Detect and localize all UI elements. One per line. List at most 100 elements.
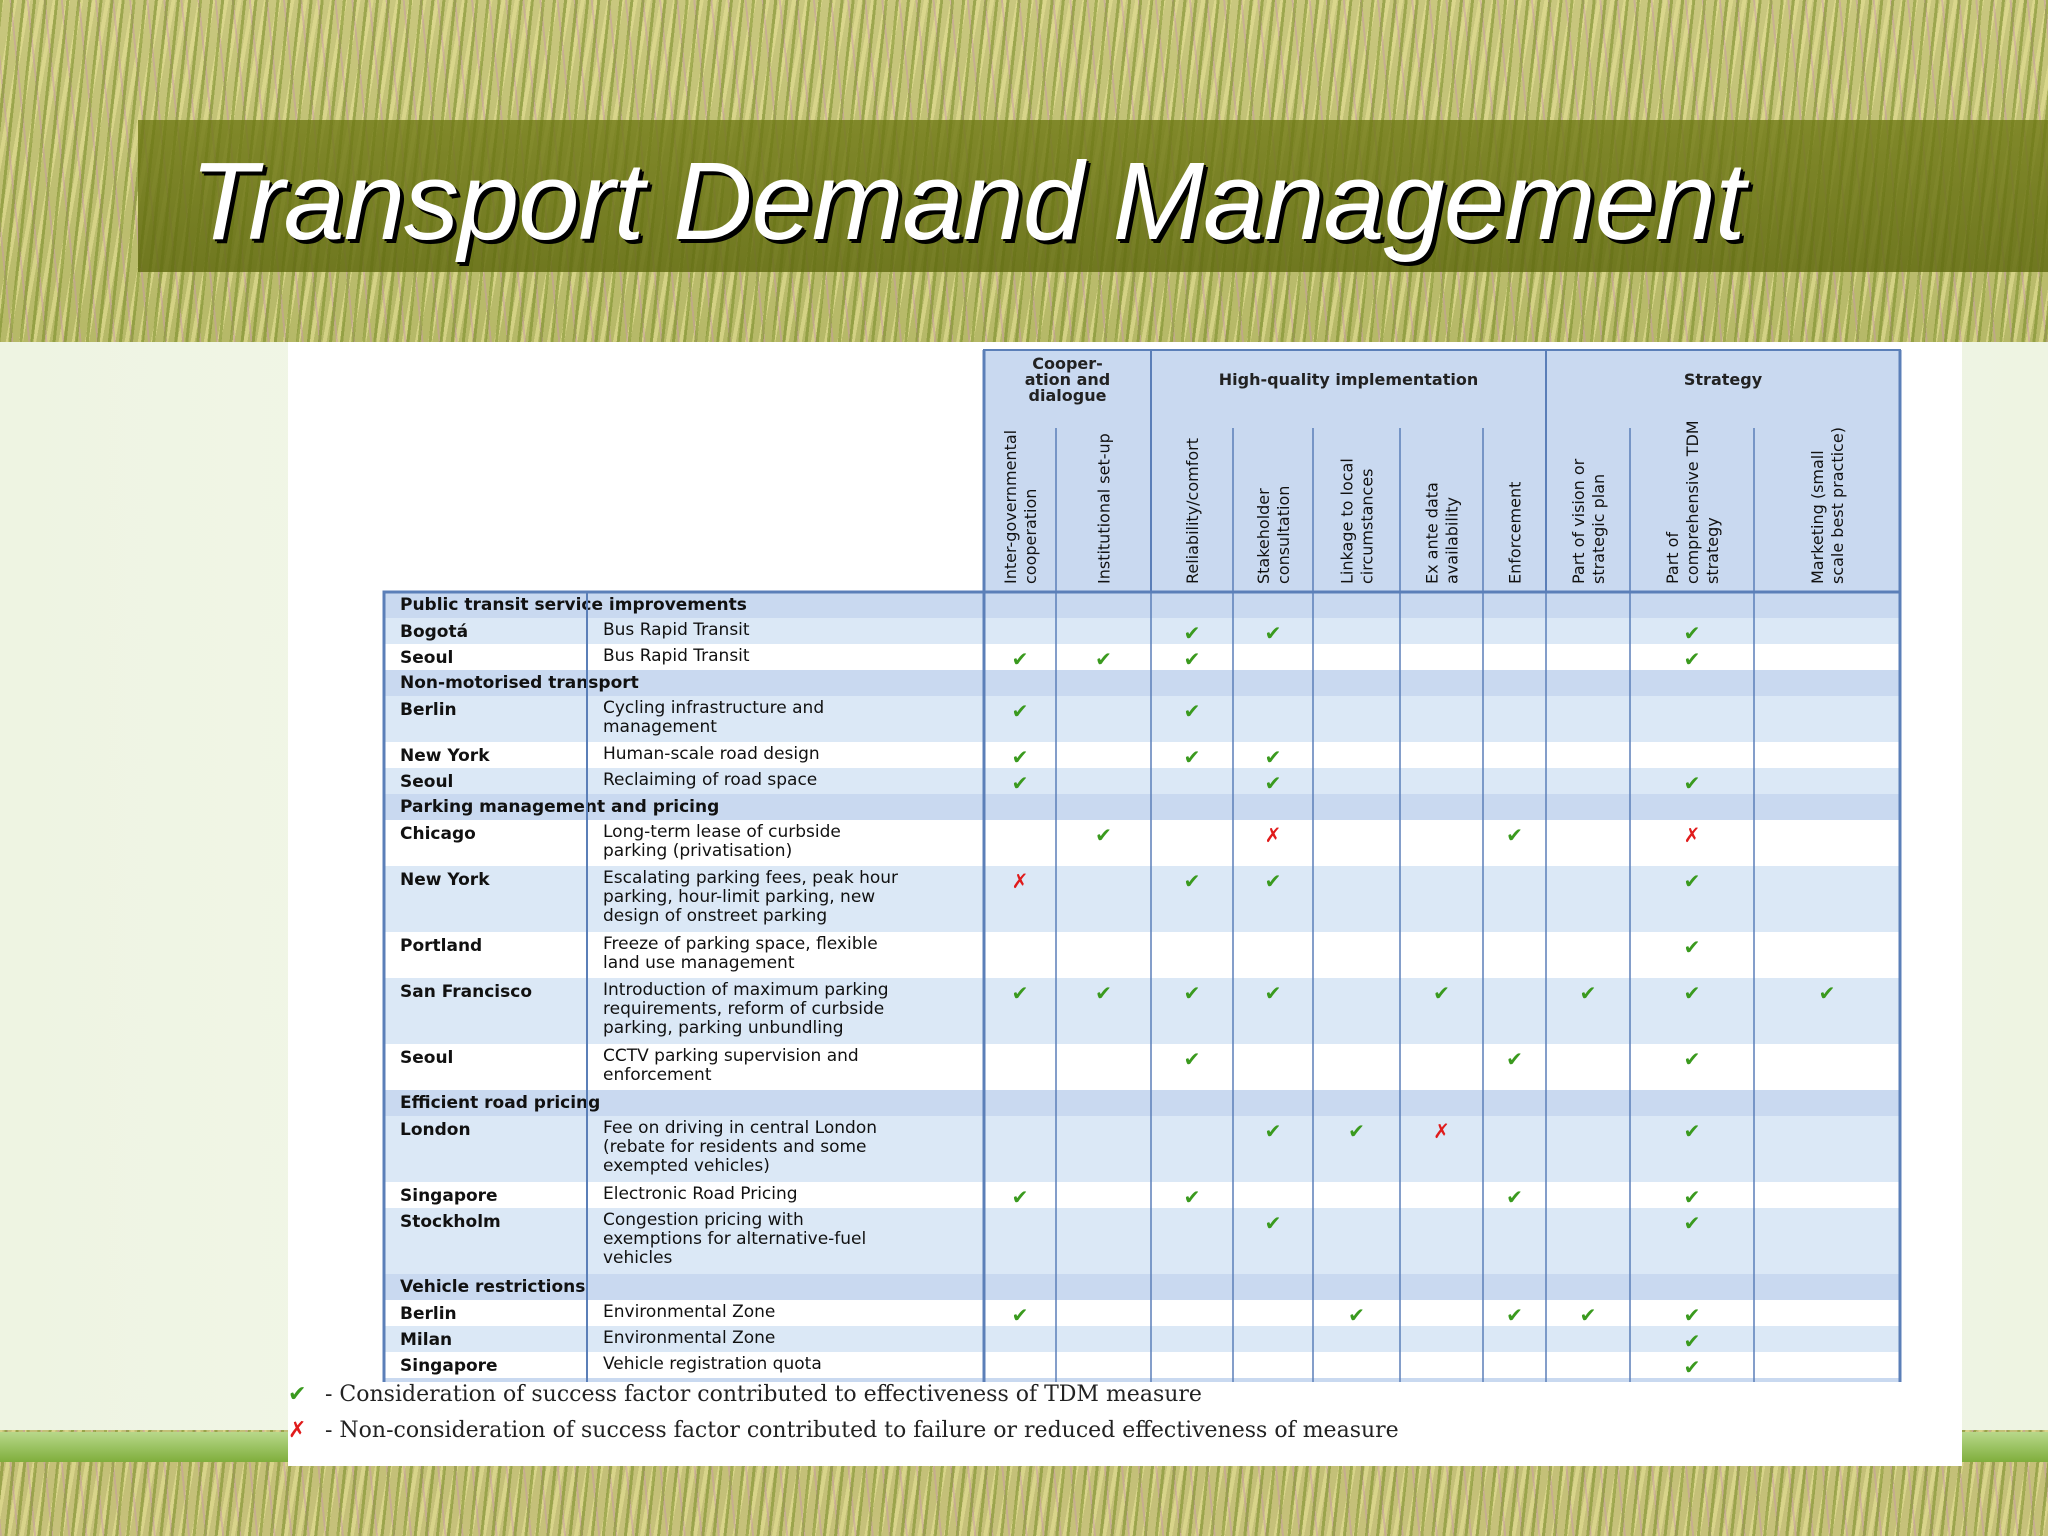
column-header-0: Inter-governmentalcooperation xyxy=(1001,430,1040,584)
check-icon: ✔ xyxy=(1684,1047,1701,1071)
measure-cell: Escalating parking fees, peak hour parkin… xyxy=(603,868,898,926)
city-cell: New York xyxy=(400,870,490,890)
table-row-12 xyxy=(384,1044,1900,1090)
check-icon: ✔ xyxy=(1580,981,1597,1005)
measure-cell: Long-term lease of curbside parking (priv… xyxy=(603,822,841,861)
check-icon: ✔ xyxy=(1095,981,1112,1005)
column-header-6: Enforcement xyxy=(1506,482,1525,584)
category-label: Vehicle restrictions xyxy=(400,1277,585,1297)
check-icon: ✔ xyxy=(1265,1211,1282,1235)
table-row-9 xyxy=(384,866,1900,932)
table-panel: Cooper-ation and dialogue High-quality imp… xyxy=(288,342,1962,1466)
category-label: Non-motorised transport xyxy=(400,673,639,693)
measure-cell: CCTV parking supervision and enforcement xyxy=(603,1046,859,1085)
category-label: Smart growth land use policies xyxy=(400,1381,698,1382)
check-icon: ✔ xyxy=(1012,1303,1029,1327)
city-cell: Bogotá xyxy=(400,622,468,642)
check-icon: ✔ xyxy=(1684,1303,1701,1327)
check-icon: ✔ xyxy=(1684,1119,1701,1143)
check-icon: ✔ xyxy=(1684,621,1701,645)
table-row-10 xyxy=(384,932,1900,978)
table-row-1 xyxy=(384,618,1900,644)
legend-cross-icon: ✗ xyxy=(288,1418,307,1443)
group-header-0: Cooper-ation and dialogue xyxy=(1025,354,1111,405)
legend-check-text: - Consideration of success factor contri… xyxy=(318,1382,1202,1407)
cross-icon: ✗ xyxy=(1012,869,1029,893)
check-icon: ✔ xyxy=(1684,771,1701,795)
measure-cell: Congestion pricing with exemptions for al… xyxy=(603,1210,866,1268)
category-band-17 xyxy=(384,1274,1900,1300)
measure-cell: Bus Rapid Transit xyxy=(603,620,750,640)
measure-cell: Bus Rapid Transit xyxy=(603,646,750,666)
measure-cell: Environmental Zone xyxy=(603,1328,775,1348)
check-icon: ✔ xyxy=(1684,869,1701,893)
city-cell: Singapore xyxy=(400,1356,498,1376)
city-cell: Berlin xyxy=(400,700,457,720)
cross-icon: ✗ xyxy=(1684,823,1701,847)
check-icon: ✔ xyxy=(1348,1119,1365,1143)
city-cell: San Francisco xyxy=(400,982,532,1002)
check-icon: ✔ xyxy=(1184,869,1201,893)
legend-check-line: ✔ - Consideration of success factor cont… xyxy=(288,1382,1962,1407)
check-icon: ✔ xyxy=(1184,1185,1201,1209)
tdm-success-factor-table: Cooper-ation and dialogue High-quality imp… xyxy=(382,349,1902,1382)
table-row-15 xyxy=(384,1182,1900,1208)
check-icon: ✔ xyxy=(1506,1303,1523,1327)
title-band xyxy=(138,120,2048,272)
city-cell: Seoul xyxy=(400,772,453,792)
measure-cell: Environmental Zone xyxy=(603,1302,775,1322)
city-cell: Seoul xyxy=(400,1048,453,1068)
check-icon: ✔ xyxy=(1819,981,1836,1005)
check-icon: ✔ xyxy=(1684,1355,1701,1379)
category-band-3 xyxy=(384,670,1900,696)
category-band-7 xyxy=(384,794,1900,820)
check-icon: ✔ xyxy=(1265,771,1282,795)
measure-cell: Introduction of maximum parking requireme… xyxy=(603,980,889,1038)
table-row-8 xyxy=(384,820,1900,866)
table-row-2 xyxy=(384,644,1900,670)
check-icon: ✔ xyxy=(1684,935,1701,959)
city-cell: New York xyxy=(400,746,490,766)
check-icon: ✔ xyxy=(1095,823,1112,847)
measure-cell: Electronic Road Pricing xyxy=(603,1184,798,1204)
measure-cell: Reclaiming of road space xyxy=(603,770,817,790)
check-icon: ✔ xyxy=(1012,647,1029,671)
category-band-13 xyxy=(384,1090,1900,1116)
category-label: Parking management and pricing xyxy=(400,797,719,817)
column-header-4: Linkage to localcircumstances xyxy=(1338,458,1377,584)
check-icon: ✔ xyxy=(1095,647,1112,671)
table-row-4 xyxy=(384,696,1900,742)
column-header-2: Reliability/comfort xyxy=(1183,438,1202,584)
category-band-21 xyxy=(384,1378,1900,1382)
measure-cell: Vehicle registration quota xyxy=(603,1354,822,1374)
check-icon: ✔ xyxy=(1012,771,1029,795)
check-icon: ✔ xyxy=(1184,699,1201,723)
city-cell: Berlin xyxy=(400,1304,457,1324)
check-icon: ✔ xyxy=(1348,1303,1365,1327)
check-icon: ✔ xyxy=(1184,745,1201,769)
column-header-8: Part ofcomprehensive TDMstrategy xyxy=(1663,420,1722,584)
check-icon: ✔ xyxy=(1012,1185,1029,1209)
slide-title: Transport Demand Management xyxy=(190,140,1746,263)
table-row-5 xyxy=(384,742,1900,768)
check-icon: ✔ xyxy=(1184,621,1201,645)
column-header-9: Marketing (smallscale best practice) xyxy=(1808,427,1847,584)
cross-icon: ✗ xyxy=(1433,1119,1450,1143)
category-label: Public transit service improvements xyxy=(400,595,747,615)
group-header-1: High-quality implementation xyxy=(1219,370,1478,389)
check-icon: ✔ xyxy=(1684,647,1701,671)
column-header-3: Stakeholderconsultation xyxy=(1254,486,1293,584)
city-cell: Milan xyxy=(400,1330,452,1350)
check-icon: ✔ xyxy=(1265,869,1282,893)
check-icon: ✔ xyxy=(1265,745,1282,769)
legend-check-icon: ✔ xyxy=(288,1382,307,1407)
group-header-2: Strategy xyxy=(1684,370,1763,389)
check-icon: ✔ xyxy=(1184,981,1201,1005)
city-cell: Chicago xyxy=(400,824,476,844)
table-row-14 xyxy=(384,1116,1900,1182)
check-icon: ✔ xyxy=(1684,1185,1701,1209)
check-icon: ✔ xyxy=(1265,621,1282,645)
check-icon: ✔ xyxy=(1184,1047,1201,1071)
check-icon: ✔ xyxy=(1012,745,1029,769)
check-icon: ✔ xyxy=(1684,981,1701,1005)
